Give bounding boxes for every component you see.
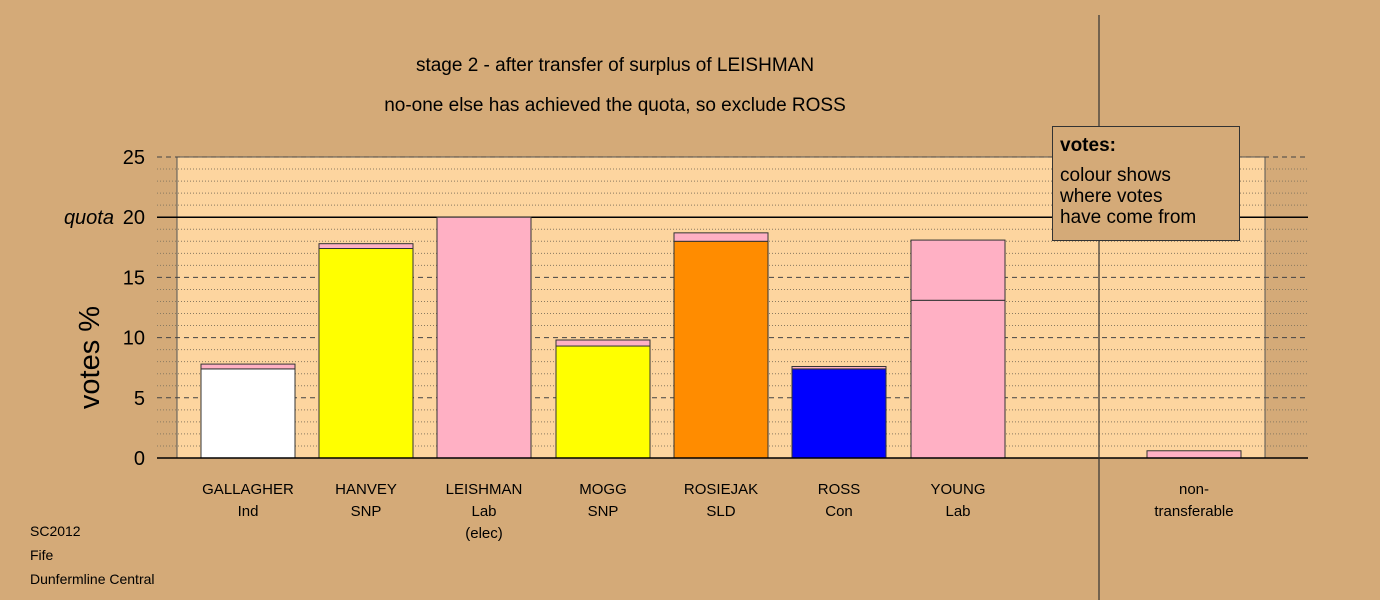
x-category-label: Con xyxy=(825,503,853,520)
bar-segment xyxy=(673,232,769,242)
bar-segment xyxy=(318,243,414,250)
x-category-label: (elec) xyxy=(465,525,503,542)
y-tick-label: 20 xyxy=(123,207,145,229)
footer-year: SC2012 xyxy=(30,523,81,539)
x-category-label: SNP xyxy=(351,503,382,520)
y-axis-label: votes % xyxy=(74,306,106,409)
x-category-label: Lab xyxy=(945,503,970,520)
footer-ward: Dunfermline Central xyxy=(30,571,155,587)
x-category-label: non- xyxy=(1179,481,1209,498)
bar-segment xyxy=(318,248,414,459)
legend-box: votes: colour shows where votes have com… xyxy=(1052,126,1240,241)
x-category-label: MOGG xyxy=(579,481,627,498)
x-category-label: Ind xyxy=(238,503,259,520)
chart-subtitle: no-one else has achieved the quota, so e… xyxy=(384,95,846,116)
legend-line: where votes xyxy=(1060,186,1163,207)
bar-segment xyxy=(200,368,296,459)
x-category-label: SNP xyxy=(588,503,619,520)
bar-segment xyxy=(910,299,1006,459)
quota-label: quota xyxy=(64,207,114,229)
y-tick-label: 10 xyxy=(123,328,145,350)
y-tick-label: 25 xyxy=(123,147,145,169)
y-tick-label: 5 xyxy=(134,388,145,410)
x-category-label: SLD xyxy=(706,503,735,520)
x-category-label: GALLAGHER xyxy=(202,481,294,498)
chart-title: stage 2 - after transfer of surplus of L… xyxy=(415,55,815,76)
bar-segment xyxy=(436,216,532,459)
x-category-label: ROSIEJAK xyxy=(684,481,758,498)
x-category-label: ROSS xyxy=(818,481,861,498)
bar-segment xyxy=(200,363,296,370)
x-category-label: YOUNG xyxy=(930,481,985,498)
bar-segment xyxy=(555,339,651,347)
footer-council: Fife xyxy=(30,547,54,563)
bar-segment xyxy=(791,365,887,370)
x-category-label: Lab xyxy=(471,503,496,520)
x-category-label: LEISHMAN xyxy=(446,481,523,498)
y-tick-label: 15 xyxy=(123,267,145,289)
legend-line: colour shows xyxy=(1060,165,1171,186)
y-tick-label: 0 xyxy=(134,448,145,470)
bar-segment xyxy=(910,239,1006,301)
legend-title: votes: xyxy=(1060,135,1116,156)
legend-line: have come from xyxy=(1060,207,1197,228)
x-category-label: transferable xyxy=(1154,503,1233,520)
bar-segment xyxy=(1146,450,1242,459)
bar-segment xyxy=(791,368,887,459)
bar-segment xyxy=(555,345,651,459)
x-category-label: HANVEY xyxy=(335,481,397,498)
bar-segment xyxy=(673,240,769,459)
